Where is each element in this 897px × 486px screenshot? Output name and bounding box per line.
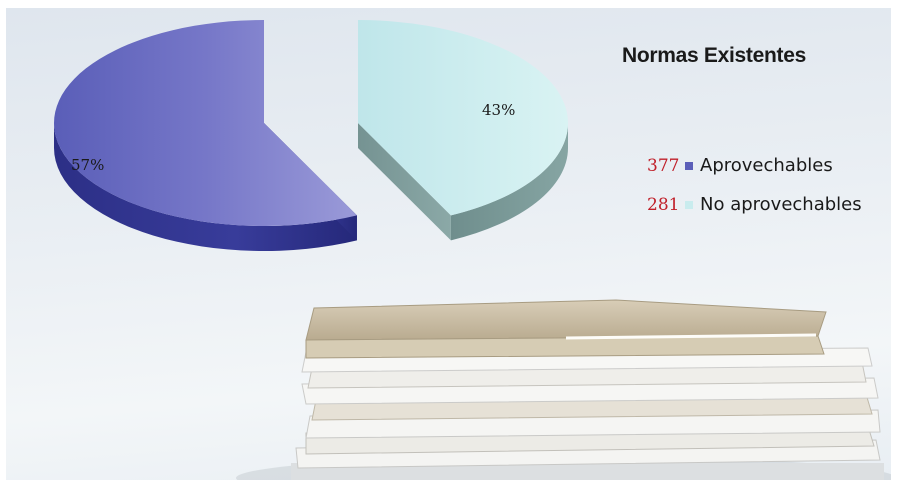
data-label-aprovechables: 57% (71, 156, 105, 174)
chart-title: Normas Existentes (622, 44, 806, 67)
legend-value: 377 (647, 155, 680, 176)
chart-canvas (54, 20, 891, 480)
folder-stack-image (236, 299, 891, 480)
pie-slice-aprovechables (54, 20, 357, 252)
legend-swatch (685, 200, 693, 209)
legend-label: No aprovechables (700, 194, 862, 215)
legend-swatch (685, 161, 693, 170)
pie-slice-no-aprovechables (358, 20, 568, 241)
legend-value: 281 (647, 194, 680, 215)
data-label-no-aprovechables: 43% (482, 101, 516, 119)
slide: Normas Existentes 57% 43% 377 Aprovechab… (6, 8, 891, 480)
legend-item-no-aprovechables: 281 No aprovechables (647, 194, 862, 215)
legend-item-aprovechables: 377 Aprovechables (647, 155, 833, 176)
pie-chart (54, 20, 568, 252)
legend-label: Aprovechables (700, 155, 833, 176)
